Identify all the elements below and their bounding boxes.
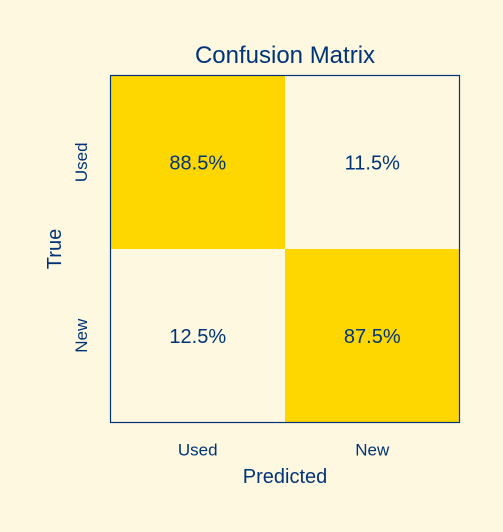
heatmap-cell-1-1: [285, 249, 460, 423]
y-axis-label: True: [44, 229, 66, 269]
y-tick-label-0: Used: [72, 142, 91, 182]
heatmap-cell-label-0-0: 88.5%: [169, 152, 226, 174]
x-tick-label-1: New: [355, 441, 390, 460]
plot-frame: [109, 74, 461, 424]
y-tick-labels: Used New: [72, 142, 91, 352]
heatmap-cell-label-1-1: 87.5%: [344, 326, 401, 348]
heatmap-cell-label-1-0: 12.5%: [169, 326, 226, 348]
heatmap-cell-0-1: [285, 75, 460, 249]
y-tick-label-1: New: [72, 318, 91, 353]
x-tick-label-0: Used: [178, 441, 218, 460]
x-axis-label: Predicted: [243, 466, 328, 488]
heatmap-cell-1-0: [110, 249, 285, 423]
heatmap-cells: 88.5% 11.5% 12.5% 87.5%: [110, 75, 460, 423]
heatmap-cell-0-0: [110, 75, 285, 249]
x-tick-labels: Used New: [178, 441, 390, 460]
heatmap-cell-label-0-1: 11.5%: [345, 152, 400, 174]
chart-title: Confusion Matrix: [195, 42, 375, 69]
